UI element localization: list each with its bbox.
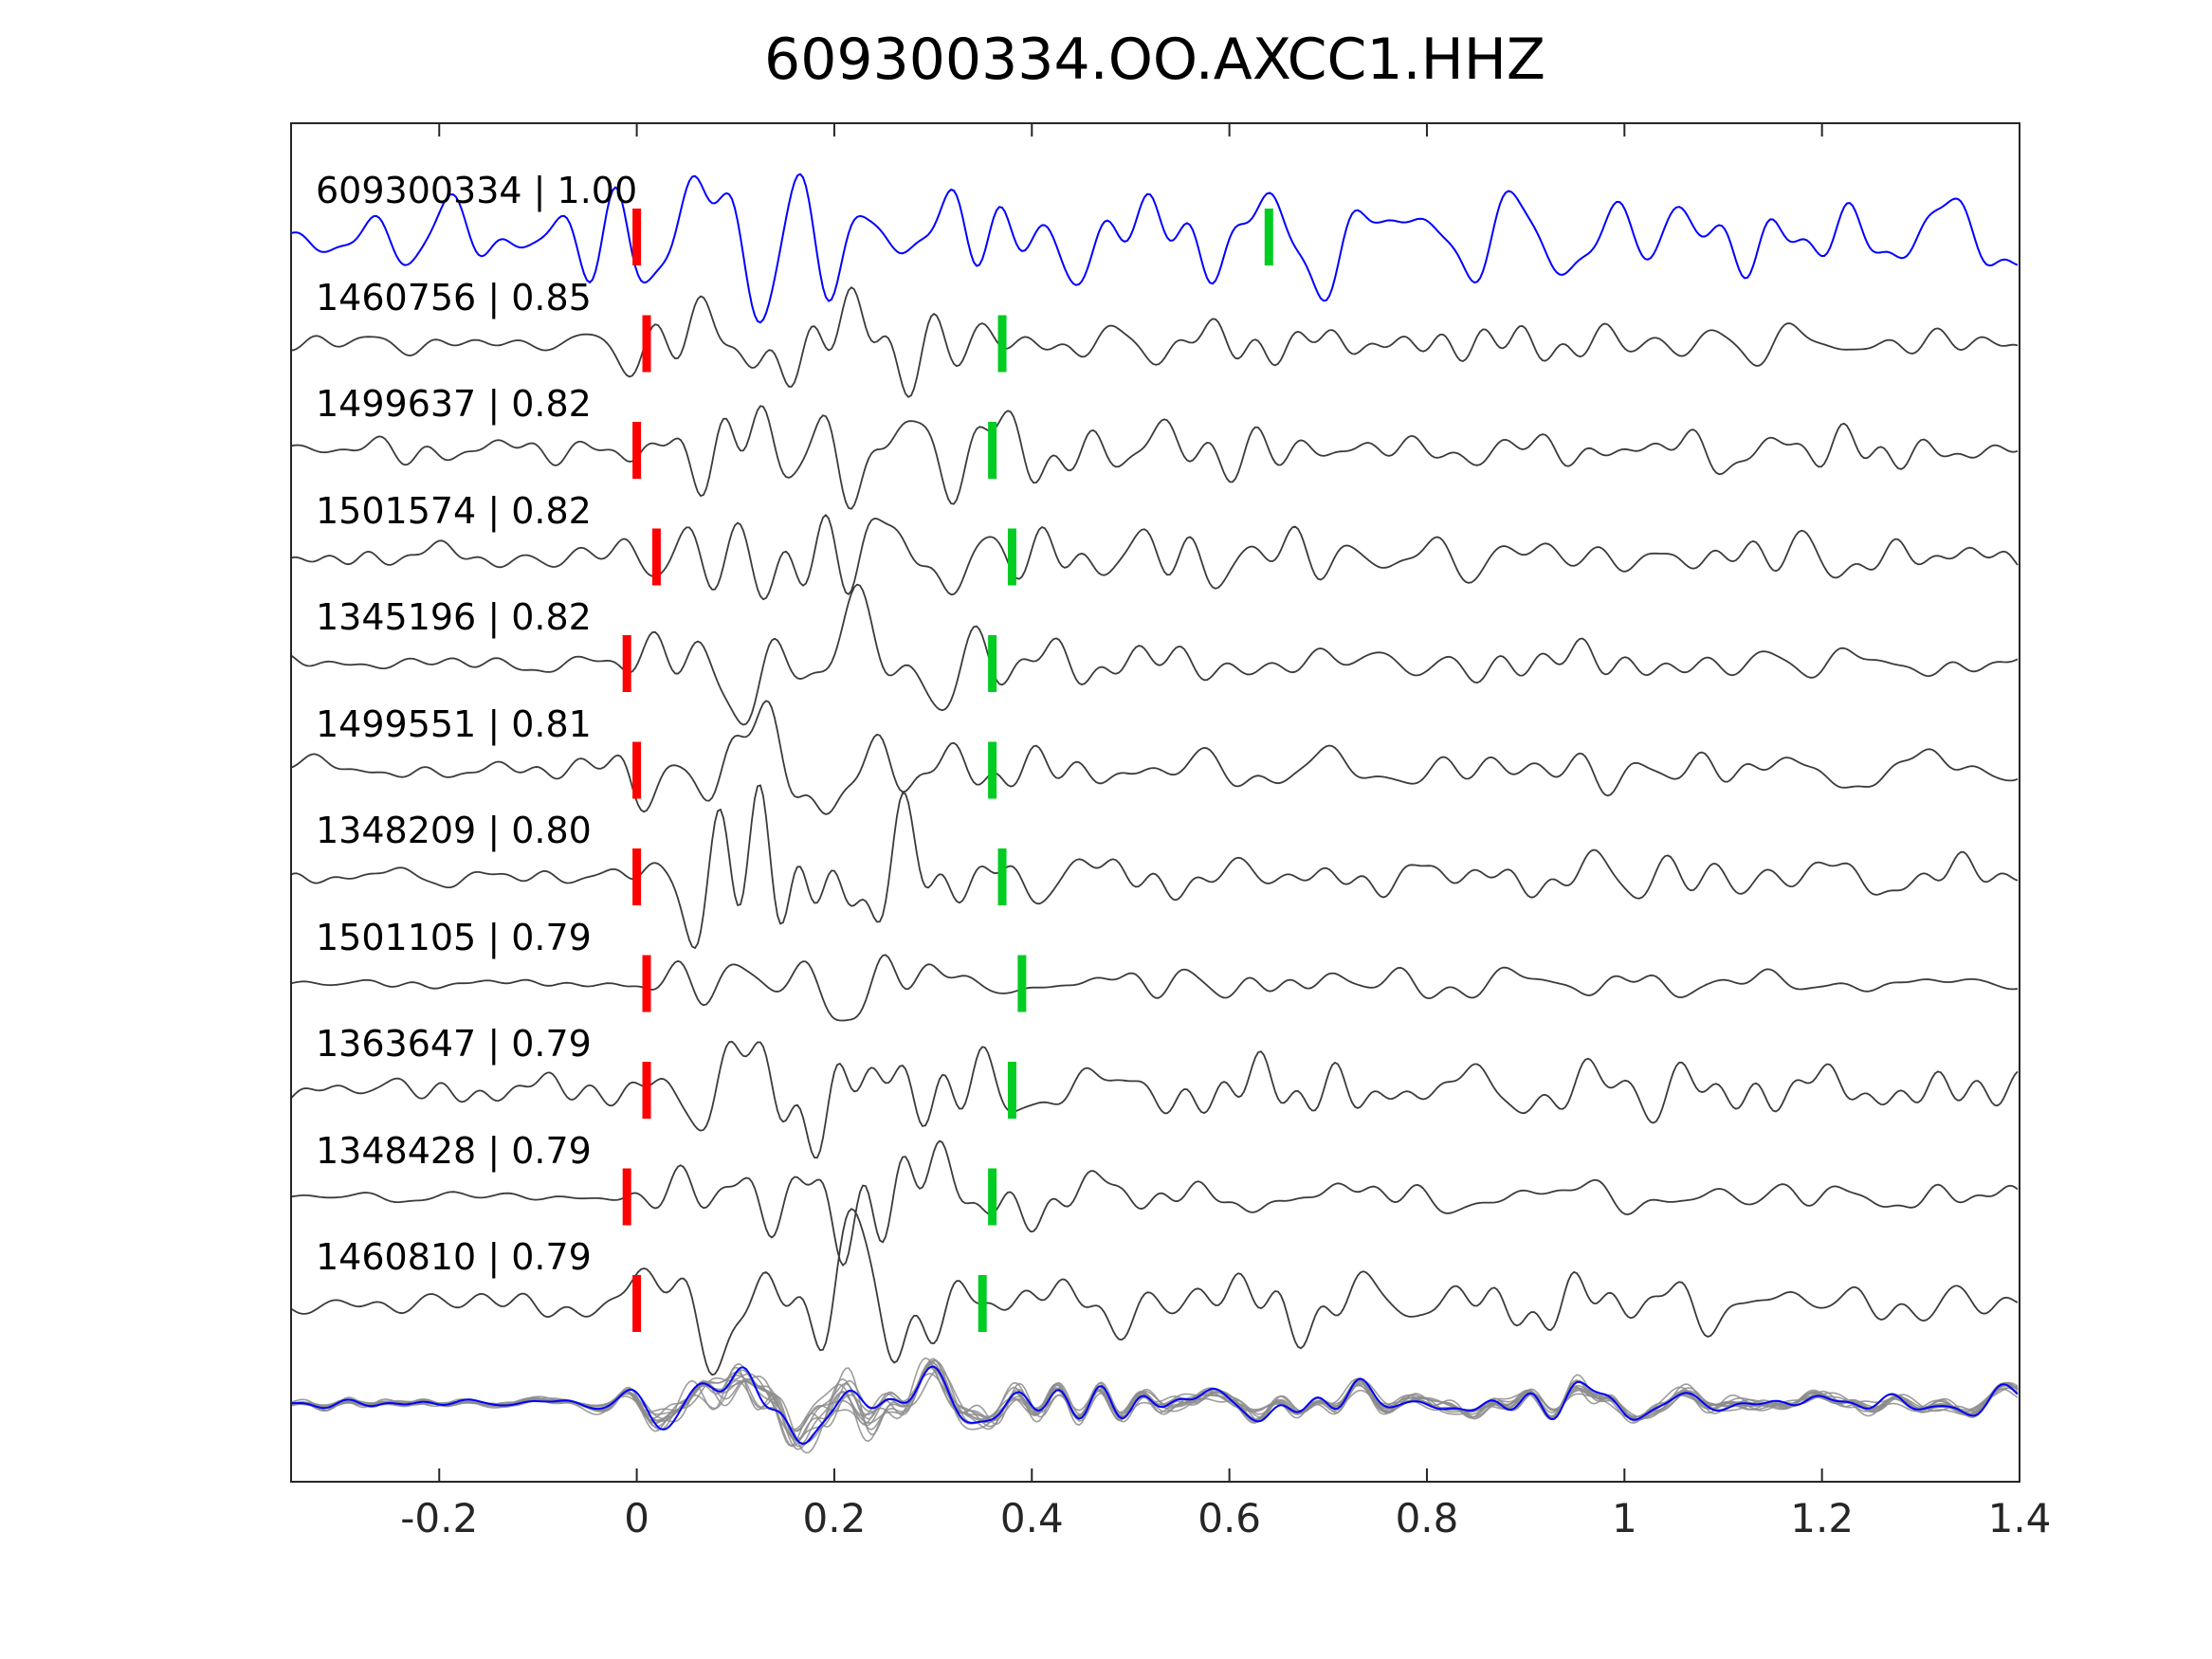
x-tick-label: 0.2 [802, 1495, 867, 1541]
x-tick-label: 0 [624, 1495, 649, 1541]
trace-label: 1348209 | 0.80 [316, 810, 592, 851]
x-tick-label: 0.4 [999, 1495, 1064, 1541]
trace-label: 1348428 | 0.79 [316, 1129, 592, 1172]
detection-trace [290, 1040, 2019, 1159]
detection-trace [290, 700, 2019, 815]
x-tick-label: 1 [1611, 1495, 1637, 1541]
trace-label: 1460756 | 0.85 [316, 276, 592, 319]
x-tick-label: 0.6 [1197, 1495, 1262, 1541]
trace-label: 1345196 | 0.82 [316, 596, 592, 638]
plot-border [290, 122, 2020, 1483]
trace-label: 1363647 | 0.79 [316, 1023, 592, 1065]
trace-label: 609300334 | 1.00 [316, 170, 638, 211]
x-tick-label: -0.2 [400, 1495, 479, 1541]
detection-trace [290, 1208, 2019, 1376]
detection-trace [290, 954, 2019, 1022]
trace-label: 1499637 | 0.82 [316, 383, 592, 425]
template-trace [290, 173, 2019, 324]
x-tick-label: 0.8 [1395, 1495, 1459, 1541]
x-tick-label: 1.4 [1987, 1495, 2052, 1541]
trace-label: 1501574 | 0.82 [316, 489, 592, 532]
x-tick-label: 1.2 [1790, 1495, 1855, 1541]
trace-label: 1460810 | 0.79 [316, 1236, 592, 1278]
detection-trace [290, 514, 2019, 601]
overlay-template-trace [291, 1365, 2019, 1446]
trace-label: 1499551 | 0.81 [316, 702, 592, 745]
detection-trace [290, 583, 2019, 726]
detection-trace [290, 784, 2019, 949]
detection-trace [290, 286, 2019, 398]
figure-title: 609300334.OO.AXCC1.HHZ [764, 27, 1545, 93]
detection-trace [290, 1139, 2019, 1267]
detection-trace [290, 405, 2019, 510]
trace-label: 1501105 | 0.79 [316, 916, 592, 958]
